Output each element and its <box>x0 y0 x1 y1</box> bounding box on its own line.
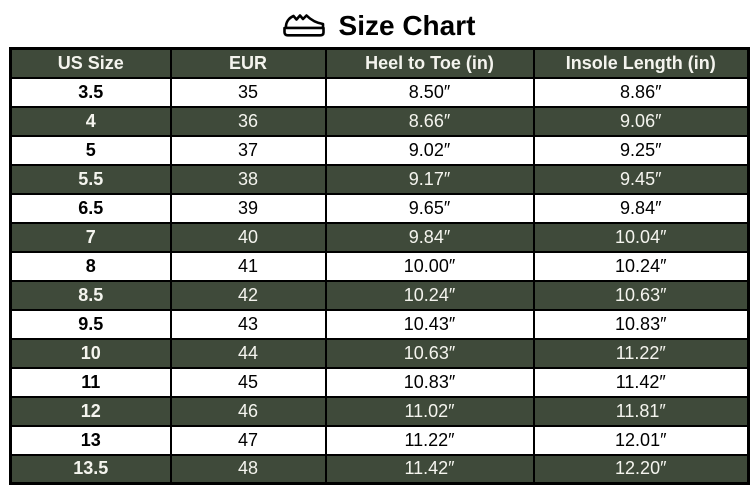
table-cell: 11.02″ <box>324 395 535 427</box>
table-cell: 5 <box>9 134 172 166</box>
table-cell: 9.02″ <box>324 134 535 166</box>
table-row: 4 36 8.66″ 9.06″ <box>9 105 750 137</box>
table-cell: 11.42″ <box>324 453 535 485</box>
table-cell: 13.5 <box>9 453 172 485</box>
table-cell: 41 <box>169 250 327 282</box>
column-header-us-size: US Size <box>9 47 172 79</box>
table-cell: 35 <box>169 76 327 108</box>
table-cell: 12 <box>9 395 172 427</box>
table-cell: 10.00″ <box>324 250 535 282</box>
table-row: 13.5 48 11.42″ 12.20″ <box>9 453 750 485</box>
table-cell: 46 <box>169 395 327 427</box>
table-cell: 37 <box>169 134 327 166</box>
header-row: US Size EUR Heel to Toe (in) Insole Leng… <box>9 47 750 79</box>
table-row: 3.5 35 8.50″ 8.86″ <box>9 76 750 108</box>
column-header-insole-length: Insole Length (in) <box>532 47 750 79</box>
table-header: US Size EUR Heel to Toe (in) Insole Leng… <box>9 47 750 79</box>
table-row: 7 40 9.84″ 10.04″ <box>9 221 750 253</box>
table-cell: 10 <box>9 337 172 369</box>
table-row: 5.5 38 9.17″ 9.45″ <box>9 163 750 195</box>
table-cell: 10.63″ <box>532 279 750 311</box>
column-header-eur: EUR <box>169 47 327 79</box>
table-cell: 11.42″ <box>532 366 750 398</box>
table-cell: 9.5 <box>9 308 172 340</box>
table-cell: 7 <box>9 221 172 253</box>
table-cell: 38 <box>169 163 327 195</box>
table-cell: 8 <box>9 250 172 282</box>
table-cell: 36 <box>169 105 327 137</box>
table-row: 9.5 43 10.43″ 10.83″ <box>9 308 750 340</box>
table-cell: 9.06″ <box>532 105 750 137</box>
table-cell: 9.84″ <box>532 192 750 224</box>
sneaker-icon <box>281 7 327 46</box>
table-row: 8.5 42 10.24″ 10.63″ <box>9 279 750 311</box>
table-body: 3.5 35 8.50″ 8.86″ 4 36 8.66″ 9.06″ 5 37 9.02″ 9.25… <box>9 76 750 485</box>
table-cell: 8.5 <box>9 279 172 311</box>
table-cell: 8.86″ <box>532 76 750 108</box>
table-cell: 12.01″ <box>532 424 750 456</box>
table-cell: 45 <box>169 366 327 398</box>
column-header-heel-to-toe: Heel to Toe (in) <box>324 47 535 79</box>
table-cell: 44 <box>169 337 327 369</box>
table-cell: 8.50″ <box>324 76 535 108</box>
table-cell: 42 <box>169 279 327 311</box>
table-cell: 10.63″ <box>324 337 535 369</box>
page-title: Size Chart <box>338 10 476 41</box>
table-cell: 13 <box>9 424 172 456</box>
table-cell: 9.84″ <box>324 221 535 253</box>
table-cell: 4 <box>9 105 172 137</box>
table-row: 13 47 11.22″ 12.01″ <box>9 424 750 456</box>
table-cell: 6.5 <box>9 192 172 224</box>
table-cell: 11.22″ <box>324 424 535 456</box>
size-chart-table: US Size EUR Heel to Toe (in) Insole Leng… <box>9 47 750 485</box>
table-cell: 3.5 <box>9 76 172 108</box>
table-cell: 43 <box>169 308 327 340</box>
table-cell: 40 <box>169 221 327 253</box>
table-cell: 10.43″ <box>324 308 535 340</box>
table-cell: 10.24″ <box>324 279 535 311</box>
table-cell: 10.83″ <box>324 366 535 398</box>
table-cell: 11.22″ <box>532 337 750 369</box>
table-cell: 39 <box>169 192 327 224</box>
table-cell: 10.24″ <box>532 250 750 282</box>
title-bar: Size Chart <box>0 0 756 46</box>
table-cell: 8.66″ <box>324 105 535 137</box>
table-cell: 5.5 <box>9 163 172 195</box>
table-row: 11 45 10.83″ 11.42″ <box>9 366 750 398</box>
table-cell: 10.83″ <box>532 308 750 340</box>
table-cell: 48 <box>169 453 327 485</box>
table-cell: 9.45″ <box>532 163 750 195</box>
table-cell: 9.65″ <box>324 192 535 224</box>
table-cell: 11.81″ <box>532 395 750 427</box>
table-cell: 12.20″ <box>532 453 750 485</box>
table-row: 8 41 10.00″ 10.24″ <box>9 250 750 282</box>
table-cell: 47 <box>169 424 327 456</box>
table-row: 5 37 9.02″ 9.25″ <box>9 134 750 166</box>
table-cell: 11 <box>9 366 172 398</box>
table-row: 12 46 11.02″ 11.81″ <box>9 395 750 427</box>
table-cell: 9.25″ <box>532 134 750 166</box>
table-cell: 9.17″ <box>324 163 535 195</box>
table-row: 6.5 39 9.65″ 9.84″ <box>9 192 750 224</box>
table-cell: 10.04″ <box>532 221 750 253</box>
table-row: 10 44 10.63″ 11.22″ <box>9 337 750 369</box>
